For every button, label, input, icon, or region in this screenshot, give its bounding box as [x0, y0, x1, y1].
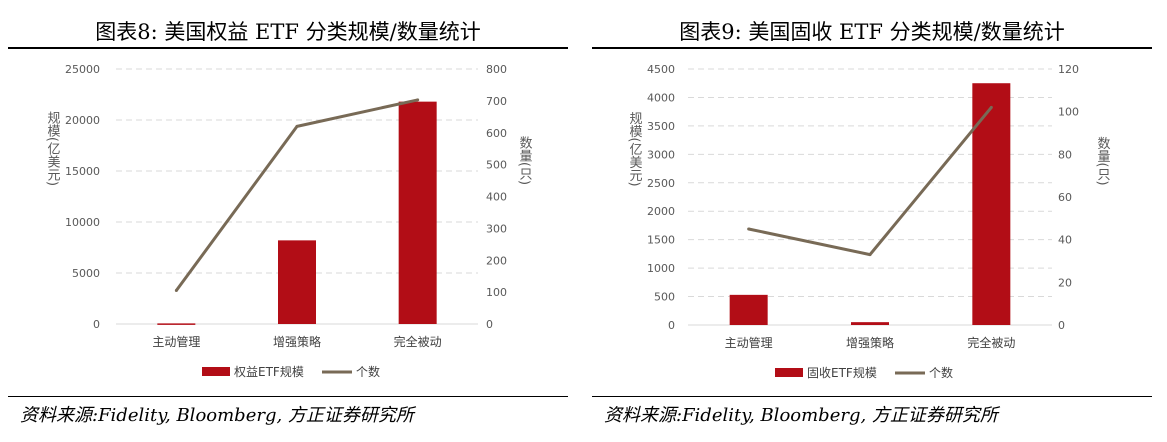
- y-tick-label: 4500: [647, 63, 675, 76]
- y2-tick-label: 60: [1058, 191, 1072, 204]
- title-rule: [8, 47, 568, 49]
- y2-tick-label: 80: [1058, 148, 1072, 161]
- legend-label-line: 个数: [929, 365, 953, 380]
- y-tick-label: 2000: [647, 205, 675, 218]
- category-label: 增强策略: [273, 334, 321, 349]
- category-label: 完全被动: [394, 334, 442, 349]
- line-point: [868, 253, 872, 257]
- legend-swatch-bar: [775, 368, 803, 377]
- y2-tick-label: 100: [486, 286, 507, 299]
- category-label: 主动管理: [152, 334, 200, 349]
- y2-tick-label: 300: [486, 222, 507, 235]
- bar-固收ETF规模: [851, 322, 889, 325]
- bar-固收ETF规模: [729, 294, 768, 325]
- y2-axis-title: 数量(只): [1095, 136, 1111, 185]
- y-tick-label: 0: [668, 319, 675, 332]
- y-tick-label: 5000: [72, 267, 100, 280]
- y2-tick-label: 120: [1058, 63, 1079, 76]
- y2-tick-label: 0: [1058, 319, 1065, 332]
- source-note: 资料来源:Fidelity, Bloomberg, 方正证券研究所: [604, 405, 998, 426]
- line-point: [747, 227, 751, 231]
- y2-tick-label: 200: [486, 254, 507, 267]
- category-label: 完全被动: [967, 335, 1015, 350]
- y2-tick-label: 500: [486, 159, 507, 172]
- line-point: [989, 105, 993, 109]
- y2-tick-label: 100: [1058, 106, 1079, 119]
- chart-panel-fixed-income: 图表9: 美国固收 ETF 分类规模/数量统计 0 500 1000 1500 2000…: [592, 0, 1152, 442]
- legend-swatch-bar: [202, 367, 230, 376]
- line-series-个数: [748, 106, 993, 257]
- chart-title: 图表8: 美国权益 ETF 分类规模/数量统计: [95, 20, 481, 44]
- y2-tick-label: 20: [1058, 276, 1072, 289]
- y-tick-label: 1000: [647, 262, 675, 275]
- legend-label-bar: 固收ETF规模: [807, 365, 877, 380]
- line-point: [416, 98, 420, 102]
- equity-chart: 0 5000 10000 15000 20000 25000 0 100 200 300 400 50…: [45, 63, 533, 379]
- y-tick-label: 10000: [65, 216, 100, 229]
- source-rule: [8, 396, 568, 397]
- bar-权益ETF规模: [278, 240, 316, 324]
- y2-tick-label: 700: [486, 95, 507, 108]
- y-tick-label: 500: [654, 291, 675, 304]
- y-tick-label: 3500: [647, 120, 675, 133]
- title-rule: [592, 47, 1152, 49]
- y2-tick-label: 800: [486, 63, 507, 76]
- y2-tick-label: 400: [486, 191, 507, 204]
- y2-tick-label: 40: [1058, 234, 1072, 247]
- bar-权益ETF规模: [157, 323, 196, 325]
- y2-tick-label: 600: [486, 127, 507, 140]
- chart-panel-equity: 图表8: 美国权益 ETF 分类规模/数量统计 0 5000 10000 15000 2…: [8, 0, 568, 442]
- line-point: [174, 289, 178, 293]
- source-note: 资料来源:Fidelity, Bloomberg, 方正证券研究所: [20, 405, 414, 426]
- legend-label-line: 个数: [356, 364, 380, 379]
- y-tick-label: 20000: [65, 114, 100, 127]
- y2-axis-title: 数量(只): [517, 136, 533, 185]
- bar-固收ETF规模: [972, 83, 1011, 325]
- y-axis-title: 规模(亿美元): [627, 111, 643, 186]
- source-rule: [592, 396, 1152, 397]
- category-label: 主动管理: [725, 335, 773, 350]
- y-tick-label: 0: [93, 318, 100, 331]
- y-tick-label: 3000: [647, 148, 675, 161]
- y-tick-label: 15000: [65, 165, 100, 178]
- y-tick-label: 4000: [647, 91, 675, 104]
- y2-tick-label: 0: [486, 318, 493, 331]
- line-point: [295, 124, 299, 128]
- y-tick-label: 2500: [647, 177, 675, 190]
- legend-label-bar: 权益ETF规模: [234, 364, 304, 379]
- y-axis-title: 规模(亿美元): [45, 111, 61, 186]
- category-label: 增强策略: [846, 335, 894, 350]
- chart-title: 图表9: 美国固收 ETF 分类规模/数量统计: [679, 20, 1065, 44]
- y-tick-label: 1500: [647, 234, 675, 247]
- fixed-income-chart: 0 500 1000 1500 2000 2500 3000 3500 4000 4500 0 20 4…: [627, 63, 1111, 380]
- bar-权益ETF规模: [398, 101, 437, 324]
- y-tick-label: 25000: [65, 63, 100, 76]
